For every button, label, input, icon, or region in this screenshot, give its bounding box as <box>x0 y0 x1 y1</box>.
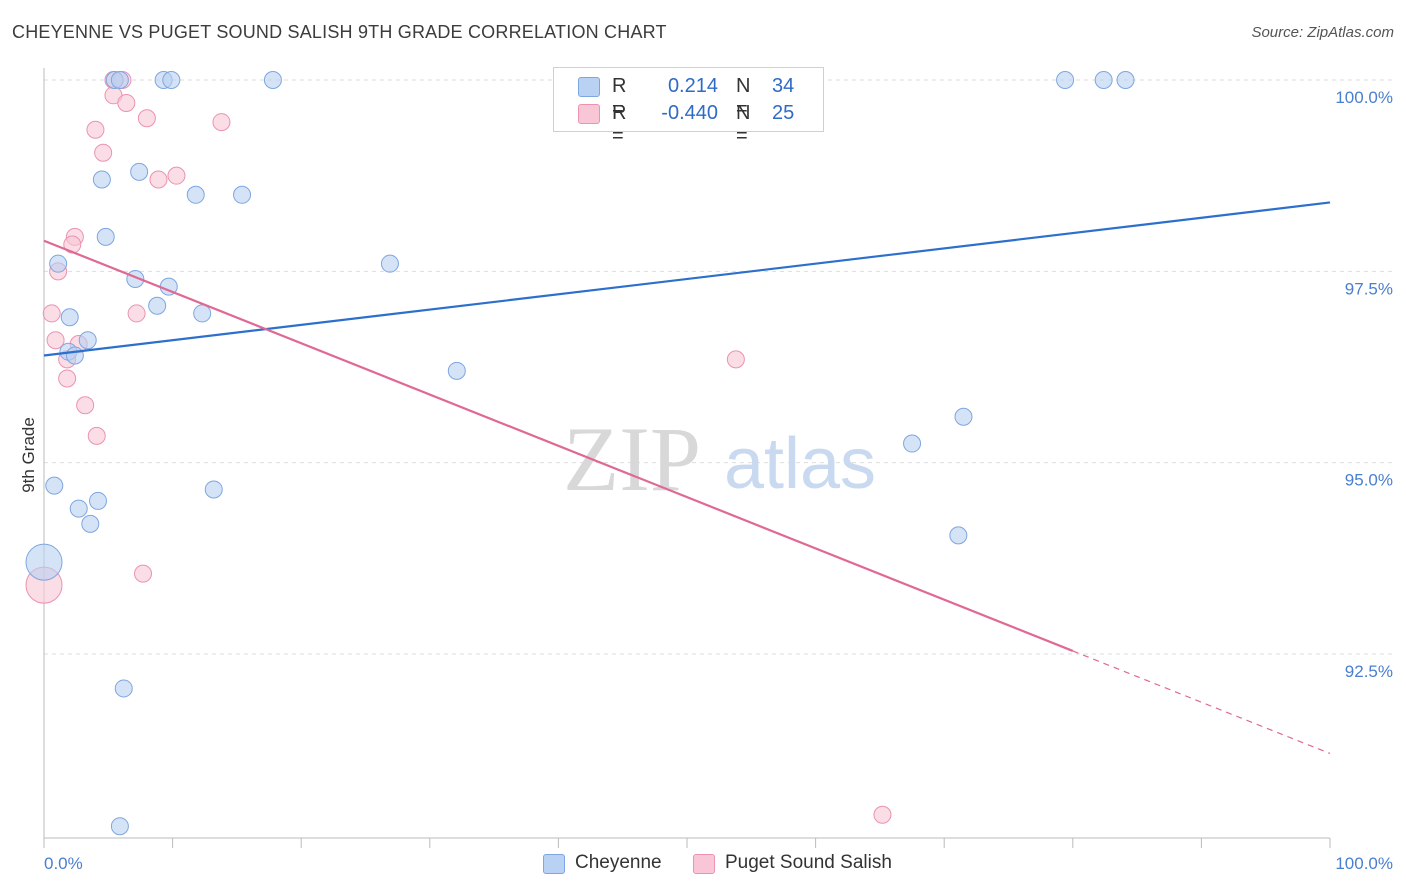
cheyenne-point <box>380 254 399 273</box>
legend-n-value: 34 <box>772 75 795 97</box>
data-points <box>25 71 1135 836</box>
y-tick-labels: 100.0% 97.5% 95.0% 92.5% <box>1335 88 1393 681</box>
y-axis-label: 9th Grade <box>19 417 38 493</box>
x-tick-label: 0.0% <box>44 854 83 873</box>
cheyenne-point <box>89 491 108 510</box>
puget-sound-salish-point <box>86 120 105 139</box>
puget-sound-salish-point <box>87 426 106 445</box>
legend-n-value: 25 <box>772 102 795 124</box>
legend-swatch-pink <box>693 854 715 874</box>
cheyenne-point <box>148 296 167 315</box>
legend-label-puget-sound-salish: Puget Sound Salish <box>725 852 892 873</box>
puget-sound-salish-point <box>94 143 113 162</box>
puget-sound-salish-point <box>134 564 153 583</box>
legend-r-label: R = <box>612 75 627 120</box>
cheyenne-point <box>263 71 282 89</box>
watermark-atlas: atlas <box>724 424 876 504</box>
y-tick-label: 97.5% <box>1345 279 1393 298</box>
cheyenne-point <box>114 679 133 698</box>
cheyenne-point <box>204 480 223 499</box>
cheyenne-point <box>130 162 149 181</box>
axes <box>43 68 1331 848</box>
trend-lines <box>43 201 1331 755</box>
puget-sound-salish-point <box>726 350 745 369</box>
watermark: ZIP atlas <box>563 408 876 510</box>
x-tick-label: 100.0% <box>1335 854 1393 873</box>
source-label: Source: ZipAtlas.com <box>1251 24 1394 41</box>
cheyenne-point <box>1056 71 1075 89</box>
puget-sound-salish-point <box>58 369 77 388</box>
legend-n-label: N = <box>736 102 751 147</box>
puget-sound-salish-point <box>212 113 231 132</box>
puget-sound-salish-trend-line-extension <box>1072 650 1331 755</box>
cheyenne-point <box>45 476 64 495</box>
puget-sound-salish-point <box>46 331 65 350</box>
cheyenne-point <box>193 304 212 323</box>
cheyenne-trend-line <box>43 201 1331 357</box>
cheyenne-point <box>162 71 181 89</box>
legend-r-value: 0.214 <box>667 75 718 97</box>
puget-sound-salish-point <box>117 93 136 112</box>
cheyenne-point <box>92 170 111 189</box>
cheyenne-point <box>903 434 922 453</box>
legend-swatch-blue <box>543 854 565 874</box>
puget-sound-salish-trend-line <box>43 239 1074 652</box>
legend-swatch-pink <box>578 104 600 124</box>
legend-label-cheyenne: Cheyenne <box>575 852 662 873</box>
chart-title: CHEYENNE VS PUGET SOUND SALISH 9TH GRADE… <box>12 22 667 42</box>
gridlines <box>44 79 1394 655</box>
legend-r-label: R = <box>612 102 627 147</box>
y-tick-label: 92.5% <box>1345 662 1393 681</box>
cheyenne-point <box>78 331 97 350</box>
puget-sound-salish-point <box>76 396 95 415</box>
cheyenne-point <box>233 185 252 204</box>
cheyenne-point <box>110 817 129 836</box>
series-legend: Cheyenne Puget Sound Salish <box>0 852 1406 878</box>
x-tick-labels: 0.0% 100.0% <box>44 854 1393 873</box>
cheyenne-point <box>25 543 63 581</box>
correlation-legend: R = 0.214 N = 34 R = -0.440 N = 25 <box>553 67 824 147</box>
puget-sound-salish-point <box>137 109 156 128</box>
legend-n-label: N = <box>736 75 751 120</box>
cheyenne-point <box>81 514 100 533</box>
cheyenne-point <box>110 71 129 89</box>
cheyenne-point <box>60 308 79 327</box>
cheyenne-point <box>65 346 84 365</box>
cheyenne-point <box>96 227 115 246</box>
cheyenne-point <box>954 407 973 426</box>
cheyenne-point <box>1116 71 1135 89</box>
legend-r-value: -0.440 <box>661 102 718 124</box>
legend-swatch-blue <box>578 77 600 97</box>
cheyenne-point <box>949 526 968 545</box>
puget-sound-salish-point <box>42 304 61 323</box>
puget-sound-salish-point <box>873 805 892 824</box>
cheyenne-point <box>1094 71 1113 89</box>
puget-sound-salish-point <box>149 170 168 189</box>
puget-sound-salish-point <box>127 304 146 323</box>
cheyenne-point <box>69 499 88 518</box>
y-tick-label: 95.0% <box>1345 471 1393 490</box>
cheyenne-point <box>186 185 205 204</box>
cheyenne-point <box>49 254 68 273</box>
cheyenne-point <box>447 361 466 380</box>
y-tick-label: 100.0% <box>1335 88 1393 107</box>
puget-sound-salish-point <box>167 166 186 185</box>
